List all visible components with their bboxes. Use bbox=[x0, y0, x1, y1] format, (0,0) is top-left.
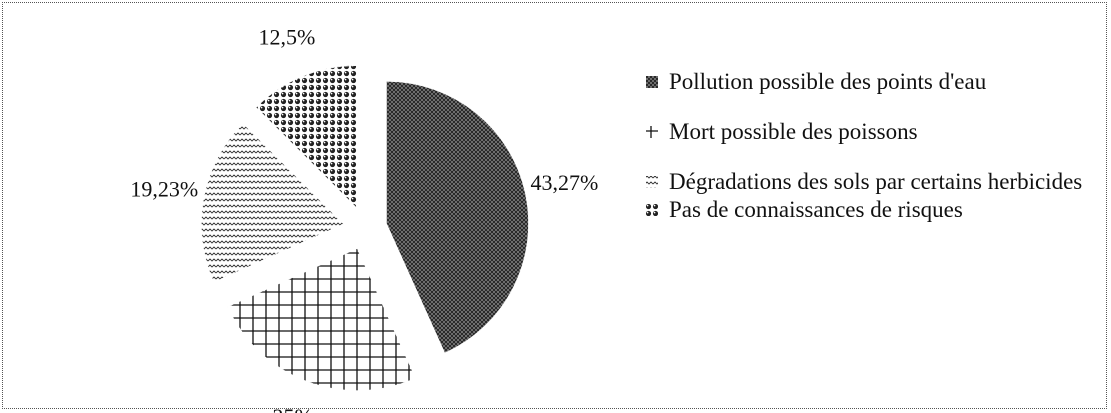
legend-swatch bbox=[646, 76, 658, 88]
legend-swatch-fill bbox=[646, 76, 658, 88]
data-label: 43,27% bbox=[531, 170, 599, 195]
legend-label: Pollution possible des points d'eau bbox=[669, 69, 987, 94]
legend-swatch-fill bbox=[646, 204, 658, 216]
legend-swatch bbox=[646, 126, 658, 138]
data-label: 12,5% bbox=[259, 25, 316, 50]
legend-item: Pas de connaissances de risques bbox=[645, 196, 1085, 224]
legend-item: Pollution possible des points d'eau bbox=[645, 68, 1085, 96]
legend-item: Mort possible des poissons bbox=[645, 118, 1085, 146]
chart: 43,27% 25% 19,23% 12,5% bbox=[130, 25, 599, 413]
legend-swatch bbox=[646, 176, 658, 188]
legend-label: Dégradations des sols par certains herbi… bbox=[669, 169, 1083, 194]
pie-slice bbox=[201, 123, 344, 283]
pie-slice bbox=[227, 248, 416, 391]
pie-slice bbox=[386, 81, 529, 354]
legend-item: Dégradations des sols par certains herbi… bbox=[645, 168, 1085, 196]
data-label: 19,23% bbox=[130, 176, 198, 201]
legend-swatch-fill bbox=[646, 176, 658, 188]
legend-swatch-fill bbox=[646, 126, 658, 138]
legend: Pollution possible des points d'eau Mort … bbox=[645, 68, 1085, 224]
legend-swatch bbox=[646, 204, 658, 216]
data-label: 25% bbox=[272, 404, 312, 413]
legend-label: Mort possible des poissons bbox=[669, 119, 918, 144]
pie-slice bbox=[255, 65, 357, 209]
legend-label: Pas de connaissances de risques bbox=[669, 197, 963, 222]
